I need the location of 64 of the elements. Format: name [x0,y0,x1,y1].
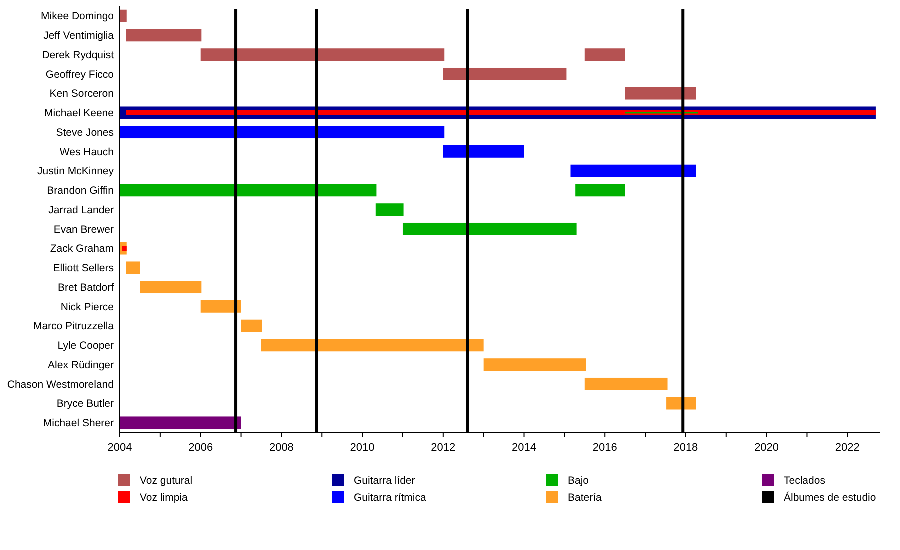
x-tick-label: 2014 [512,442,536,454]
bar [120,10,127,22]
bar [666,397,696,410]
x-tick-label: 2008 [269,442,294,454]
x-tick-label: 2016 [592,442,618,454]
y-tick-label: Michael Sherer [43,418,114,430]
legend-label: Teclados [784,475,826,487]
bar [120,184,377,197]
bar [584,48,626,62]
y-tick-label: Jeff Ventimiglia [44,30,114,42]
bar [200,48,445,62]
x-tick-label: 2004 [108,442,132,454]
bar [120,416,242,430]
x-tick-label: 2022 [835,442,860,454]
legend-label: Voz limpia [140,492,188,504]
y-tick-label: Wes Hauch [60,146,114,158]
legend-label: Álbumes de estudio [784,491,876,504]
y-tick-label: Jarrad Lander [48,204,114,216]
bar [570,164,696,178]
legend-label: Batería [568,492,602,504]
bar [261,339,484,352]
legend-label: Guitarra rítmica [354,492,427,504]
x-tick-label: 2012 [431,442,456,454]
y-tick-label: Brandon Giffin [47,185,114,198]
legend-label: Guitarra líder [354,475,416,487]
y-tick-label: Alex Rüdinger [48,359,115,372]
y-tick-label: Elliott Sellers [53,262,114,275]
bar [584,378,668,390]
bar [241,320,262,332]
x-tick-label: 2020 [754,442,780,454]
bar [484,358,586,372]
x-tick-label: 2018 [674,442,698,454]
x-tick-label: 2010 [350,442,375,454]
y-tick-label: Chason Westmoreland [7,378,114,391]
bar [443,68,567,80]
bar [140,281,202,294]
y-tick-label: Nick Pierce [60,301,114,314]
y-tick-label: Bret Batdorf [58,282,114,294]
y-tick-label: Lyle Cooper [58,340,114,352]
y-tick-label: Steve Jones [56,126,114,139]
y-tick-label: Derek Rydquist [42,49,114,62]
bar [402,222,577,236]
bar [120,126,445,139]
y-tick-label: Michael Keene [44,108,114,120]
bar [126,110,876,116]
legend-label: Bajo [568,475,590,487]
y-tick-label: Ken Sorceron [50,88,114,100]
y-tick-label: Geoffrey Ficco [46,68,114,81]
y-tick-label: Marco Pitruzzella [33,320,114,333]
bar [625,87,696,100]
y-tick-label: Mikee Domingo [41,10,114,23]
bar [376,204,404,216]
bar [122,246,127,252]
legend-label: Voz gutural [140,475,193,487]
bar [576,184,626,197]
bar [443,145,524,158]
y-tick-label: Bryce Butler [56,398,114,410]
bar [126,262,140,274]
bar [126,29,202,42]
bar [200,300,242,313]
y-tick-label: Evan Brewer [54,224,114,236]
y-tick-label: Zack Graham [50,243,114,256]
y-tick-label: Justin McKinney [38,166,115,178]
x-tick-label: 2006 [188,442,214,454]
